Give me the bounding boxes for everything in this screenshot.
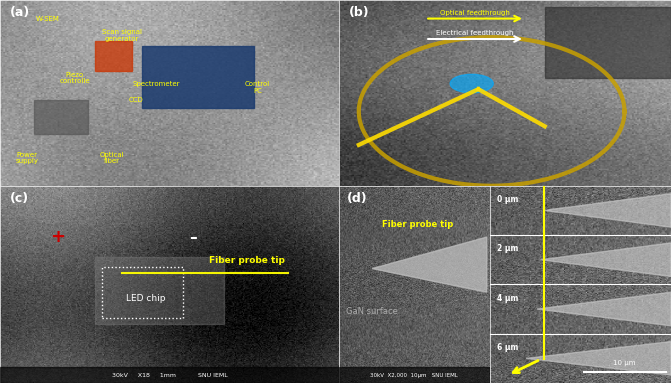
Bar [95, 257, 223, 324]
Text: 4 μm: 4 μm [497, 294, 519, 303]
Bar [34, 100, 88, 134]
Text: 30kV     X18     1mm           SNU IEML: 30kV X18 1mm SNU IEML [111, 373, 227, 378]
Polygon shape [537, 292, 671, 326]
Polygon shape [544, 194, 671, 227]
Bar [0, 367, 339, 383]
Text: LED chip: LED chip [126, 294, 166, 303]
Text: (b): (b) [349, 6, 370, 18]
Bar [102, 267, 183, 318]
Bar [545, 7, 671, 78]
Text: +: + [50, 228, 65, 246]
Text: 0 μm: 0 μm [497, 195, 519, 204]
Text: Control
PC: Control PC [245, 81, 270, 93]
Text: 6 μm: 6 μm [497, 343, 519, 352]
Text: (c): (c) [10, 192, 30, 205]
Text: GaN surface: GaN surface [346, 308, 398, 316]
Text: –: – [189, 229, 197, 244]
Polygon shape [541, 243, 671, 277]
Text: Optical
fiber: Optical fiber [99, 152, 124, 164]
Bar [339, 367, 490, 383]
Bar [95, 41, 132, 70]
Text: Fiber probe tip: Fiber probe tip [209, 256, 285, 265]
Text: Electrical feedthrough: Electrical feedthrough [436, 30, 514, 36]
Text: (a): (a) [10, 6, 30, 18]
Text: Power
supply: Power supply [15, 152, 39, 164]
Bar [142, 46, 254, 108]
Text: Spectrometer: Spectrometer [132, 80, 180, 87]
Text: CCD: CCD [128, 97, 143, 103]
Text: Piezo
controlle: Piezo controlle [59, 72, 90, 84]
Text: Optical feedthrough: Optical feedthrough [440, 10, 510, 16]
Text: 30kV  X2,000  10μm   SNU IEML: 30kV X2,000 10μm SNU IEML [370, 373, 458, 378]
Polygon shape [372, 237, 487, 292]
Text: Fiber probe tip: Fiber probe tip [382, 220, 453, 229]
Ellipse shape [450, 74, 493, 93]
Polygon shape [526, 342, 671, 375]
Text: 2 μm: 2 μm [497, 244, 519, 254]
Text: W-SEM: W-SEM [36, 16, 59, 21]
Text: 10 μm: 10 μm [613, 360, 635, 366]
Text: Scan signal
generator: Scan signal generator [102, 29, 142, 41]
Text: (d): (d) [346, 192, 367, 205]
